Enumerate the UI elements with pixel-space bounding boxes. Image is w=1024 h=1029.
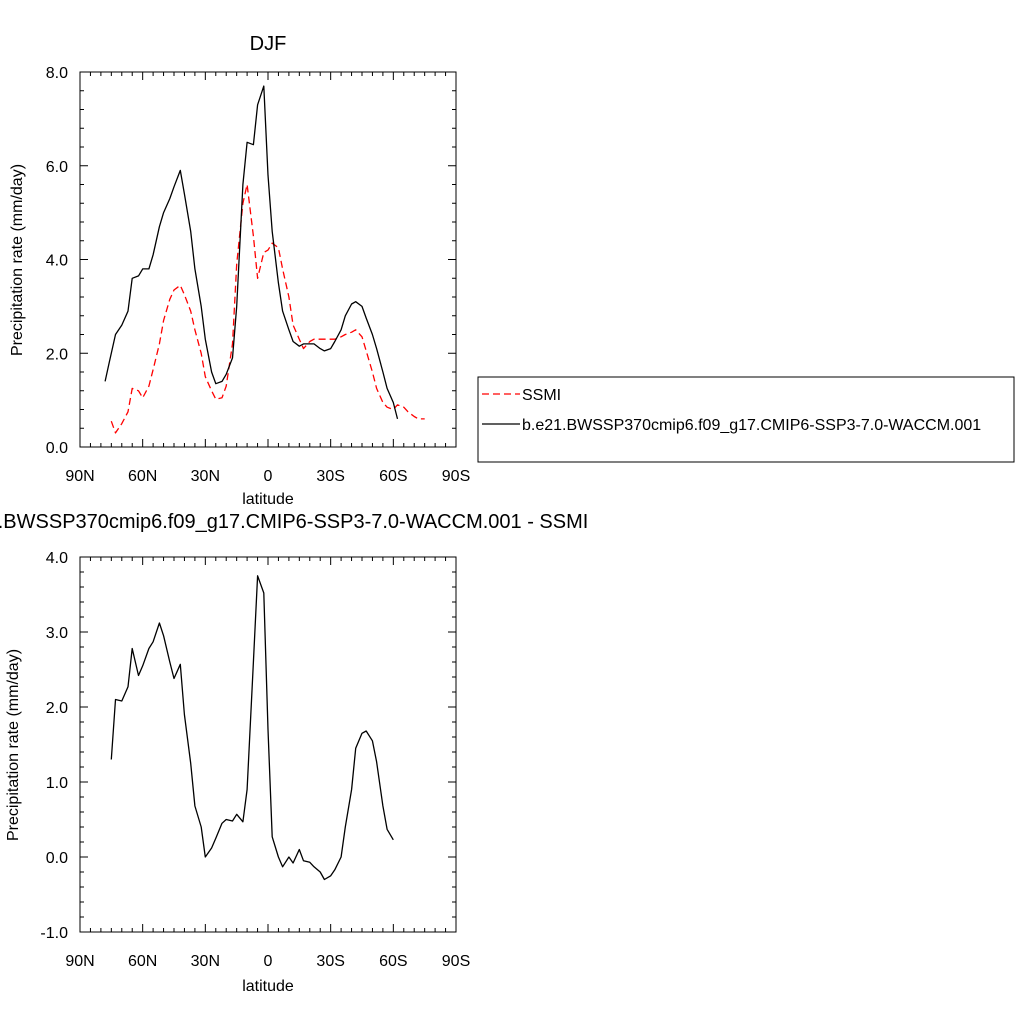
x-tick-label: 0 [264, 468, 273, 485]
x-tick-label: 90N [65, 953, 94, 970]
y-axis-label: Precipitation rate (mm/day) [9, 164, 26, 356]
x-tick-label: 90N [65, 468, 94, 485]
x-tick-label: 60N [128, 468, 157, 485]
y-tick-label: -1.0 [40, 925, 68, 942]
x-tick-label: 90S [442, 953, 470, 970]
x-tick-label: 60S [379, 953, 407, 970]
x-tick-label: 60N [128, 953, 157, 970]
y-tick-label: 4.0 [46, 253, 68, 270]
legend-box [477, 376, 1015, 463]
x-axis-label: latitude [242, 978, 294, 995]
series-line-ssmi [110, 183, 425, 434]
y-tick-label: 6.0 [46, 159, 68, 176]
x-tick-label: 60S [379, 468, 407, 485]
y-tick-label: 1.0 [46, 775, 68, 792]
y-tick-label: 0.0 [46, 850, 68, 867]
x-tick-label: 90S [442, 468, 470, 485]
y-tick-label: 0.0 [46, 440, 68, 457]
y-tick-label: 8.0 [46, 65, 68, 82]
legend-entry: SSMI [522, 387, 561, 404]
y-tick-label: 3.0 [46, 625, 68, 642]
x-tick-label: 30S [316, 468, 344, 485]
y-tick-label: 2.0 [46, 700, 68, 717]
legend-entry: b.e21.BWSSP370cmip6.f09_g17.CMIP6-SSP3-7… [522, 417, 981, 434]
series-line-model [104, 85, 399, 420]
chart-title: b.e21.BWSSP370cmip6.f09_g17.CMIP6-SSP3-7… [0, 511, 588, 533]
y-tick-label: 2.0 [46, 346, 68, 363]
x-tick-label: 30S [316, 953, 344, 970]
series-line-model [110, 575, 394, 881]
y-tick-label: 4.0 [46, 550, 68, 567]
x-tick-label: 30N [191, 468, 220, 485]
x-tick-label: 30N [191, 953, 220, 970]
x-axis-label: latitude [242, 491, 294, 508]
plot-frame [79, 71, 457, 448]
chart-title: DJF [250, 33, 287, 55]
x-tick-label: 0 [264, 953, 273, 970]
y-axis-label: Precipitation rate (mm/day) [5, 649, 22, 841]
